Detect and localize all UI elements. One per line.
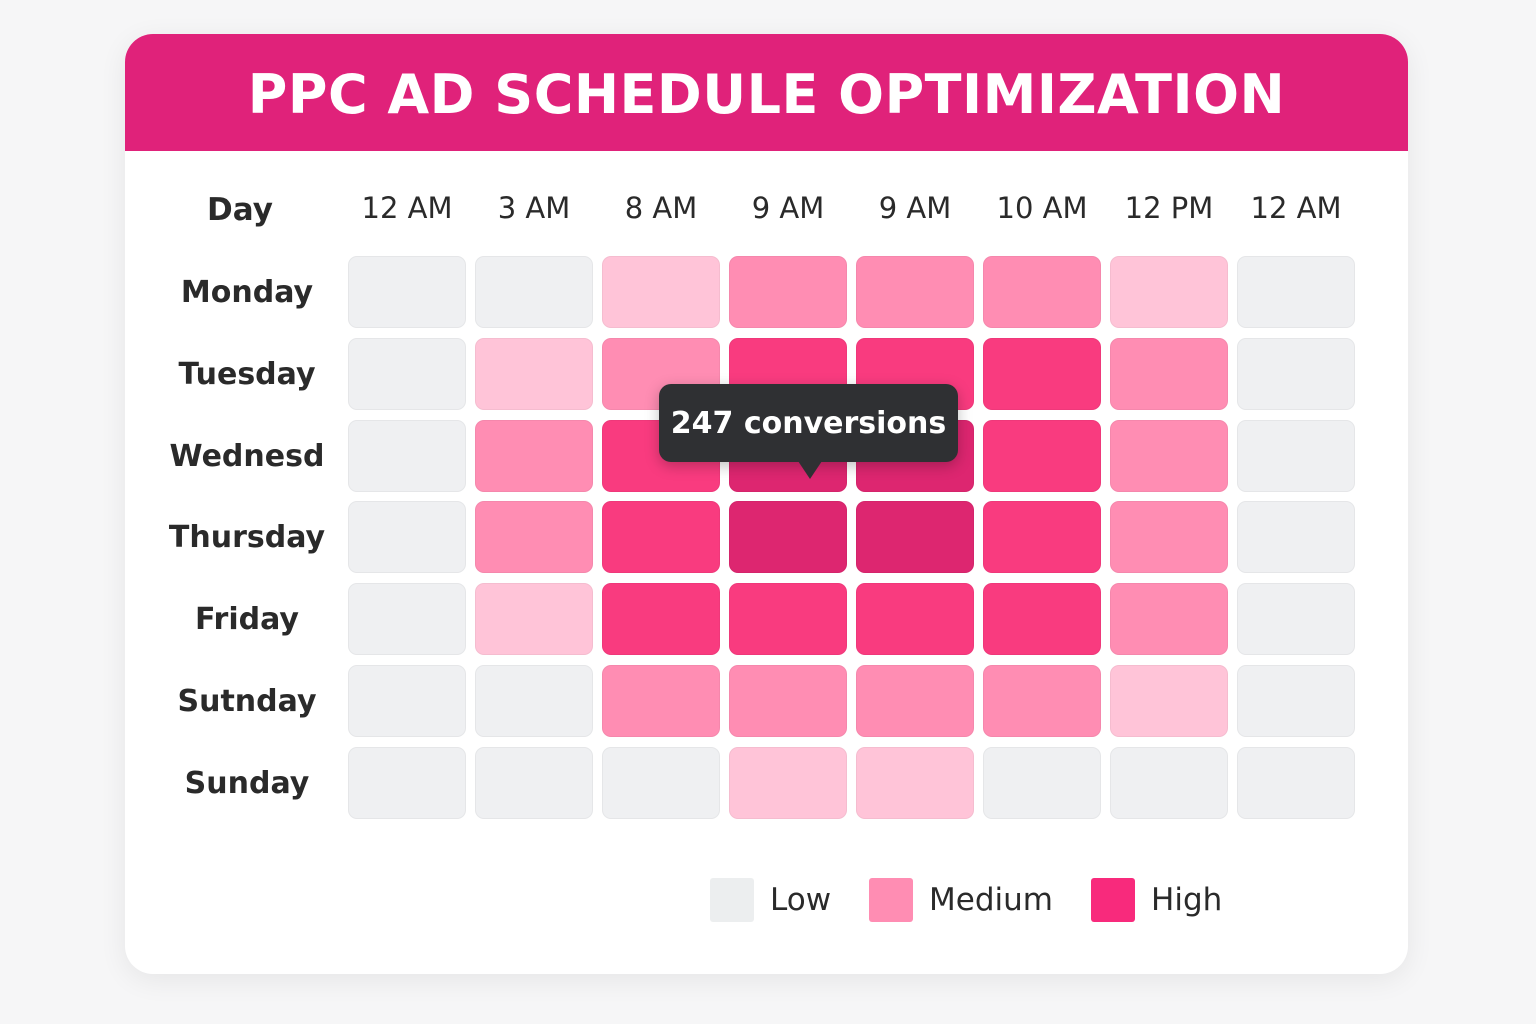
heatmap-cell[interactable] [856,256,974,328]
heatmap-cell[interactable] [856,746,974,819]
tooltip-pointer [798,461,822,479]
heatmap-cell[interactable] [475,337,593,410]
column-label: 12 AM [361,191,453,225]
heatmap-cell[interactable] [1237,501,1355,574]
heatmap-cell[interactable] [348,337,466,410]
heatmap-cell[interactable] [1237,256,1355,328]
heatmap-cell[interactable] [348,419,466,492]
legend: Low Medium High [710,877,1260,923]
heatmap-cell[interactable] [348,583,466,656]
heatmap-cell[interactable] [348,665,466,737]
legend-swatch [710,878,754,922]
heatmap-cell[interactable] [475,746,593,819]
title-banner: PPC AD SCHEDULE OPTIMIZATION [125,34,1408,151]
column-label: 9 AM [878,191,952,225]
heatmap-cell[interactable] [729,665,847,737]
column-label: 9 AM [751,191,825,225]
heatmap-cell[interactable] [475,501,593,574]
heatmap-cell[interactable] [983,583,1101,656]
heatmap-cell[interactable] [1237,419,1355,492]
row-label: Wednesd [169,438,325,474]
row-label: Tuesday [178,356,316,392]
heatmap-cell[interactable] [856,501,974,574]
row-label: Sunday [184,765,310,801]
column-label: 3 AM [497,191,571,225]
column-label: 10 AM [996,191,1088,225]
heatmap-cell[interactable] [729,501,847,574]
heatmap-cell[interactable] [602,665,720,737]
row-label: Thursday [168,520,326,556]
legend-item: Low [710,878,831,922]
heatmap-cell[interactable] [1110,501,1228,574]
legend-item: High [1091,878,1222,922]
column-label: 8 AM [624,191,698,225]
conversions-tooltip: 247 conversions [659,384,958,462]
legend-label: Low [770,882,832,918]
heatmap-cell[interactable] [983,419,1101,492]
heatmap-cell[interactable] [1110,746,1228,819]
heatmap-cell[interactable] [983,501,1101,574]
heatmap-cell[interactable] [729,256,847,328]
row-label: Sutnday [177,684,317,719]
heatmap-cell[interactable] [1110,583,1228,656]
column-label: 12 PM [1124,191,1214,225]
heatmap-cell[interactable] [983,665,1101,737]
heatmap-cell[interactable] [348,501,466,574]
heatmap-cell[interactable] [983,746,1101,819]
column-label: 12 AM [1250,191,1342,225]
heatmap-cell[interactable] [602,256,720,328]
heatmap-cell[interactable] [1237,583,1355,656]
heatmap-cell[interactable] [983,337,1101,410]
heatmap-cell[interactable] [856,665,974,737]
heatmap-cell[interactable] [348,746,466,819]
heatmap-cell[interactable] [729,583,847,656]
heatmap-cell[interactable] [475,583,593,656]
legend-label: Medium [929,882,1054,918]
heatmap-cell[interactable] [475,256,593,328]
heatmap-cell[interactable] [1110,337,1228,410]
heatmap-cell[interactable] [856,583,974,656]
heatmap-cell[interactable] [1110,665,1228,737]
legend-swatch [1091,878,1136,922]
chart-title: PPC AD SCHEDULE OPTIMIZATION [247,63,1286,126]
row-label: Friday [194,602,299,638]
legend-item: Medium [869,878,1053,922]
row-label: Monday [180,275,314,310]
heatmap-cell[interactable] [602,501,720,574]
legend-label: High [1151,882,1223,918]
heatmap-cell[interactable] [1110,419,1228,492]
heatmap-card: PPC AD SCHEDULE OPTIMIZATION Day 12 AM 3 … [125,34,1408,974]
corner-label-day: Day [207,192,273,228]
heatmap-cell[interactable] [983,256,1101,328]
heatmap-cell[interactable] [1237,746,1355,819]
heatmap-cell[interactable] [475,665,593,737]
heatmap-cell[interactable] [475,419,593,492]
heatmap-cell[interactable] [602,746,720,819]
legend-swatch [869,878,914,922]
heatmap-cell[interactable] [1237,665,1355,737]
heatmap-cell[interactable] [1110,256,1228,328]
heatmap-cell[interactable] [602,583,720,656]
heatmap-cell[interactable] [729,746,847,819]
heatmap-cell[interactable] [1237,337,1355,410]
heatmap-cell[interactable] [348,256,466,328]
